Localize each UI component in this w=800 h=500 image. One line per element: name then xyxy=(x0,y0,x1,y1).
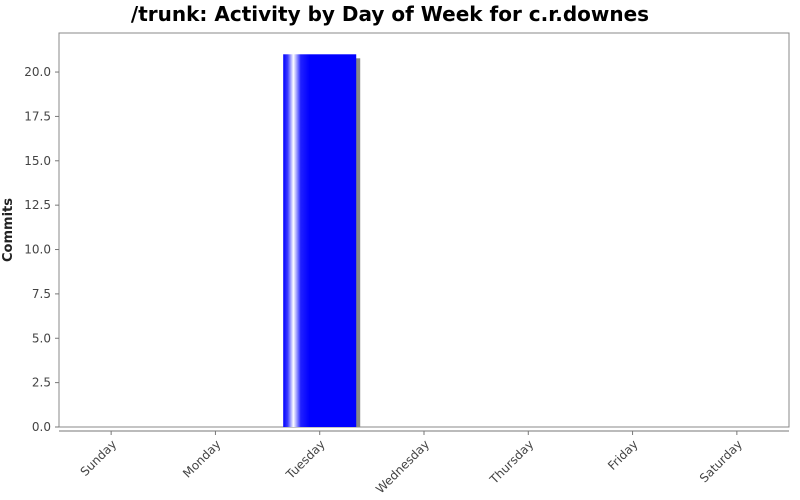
y-tick-label: 20.0 xyxy=(24,65,51,79)
x-tick-label-wednesday: Wednesday xyxy=(373,437,432,496)
x-axis: Sunday Monday Tuesday Wednesday Thursday Frid… xyxy=(78,431,745,496)
x-tick-label-thursday: Thursday xyxy=(486,437,536,487)
bar-tuesday xyxy=(283,54,357,427)
chart-title: /trunk: Activity by Day of Week for c.r.… xyxy=(130,2,650,26)
y-tick-label: 15.0 xyxy=(24,154,51,168)
y-tick-label: 7.5 xyxy=(32,287,51,301)
plot-area xyxy=(58,32,790,428)
x-tick-label-saturday: Saturday xyxy=(697,437,745,485)
y-tick-label: 17.5 xyxy=(24,109,51,123)
x-tick-label-monday: Monday xyxy=(180,437,223,480)
x-tick-label-sunday: Sunday xyxy=(78,437,120,479)
y-tick-label: 5.0 xyxy=(32,331,51,345)
y-tick-label: 10.0 xyxy=(24,243,51,257)
x-tick-label-tuesday: Tuesday xyxy=(283,437,328,482)
x-tick-label-friday: Friday xyxy=(605,437,641,473)
bars-group xyxy=(283,54,361,427)
y-axis: 0.0 2.5 5.0 7.5 10.0 12.5 15.0 17.5 20.0 xyxy=(24,65,59,434)
y-tick-label: 0.0 xyxy=(32,420,51,434)
y-tick-label: 12.5 xyxy=(24,198,51,212)
y-tick-label: 2.5 xyxy=(32,376,51,390)
y-axis-title: Commits xyxy=(1,198,16,262)
